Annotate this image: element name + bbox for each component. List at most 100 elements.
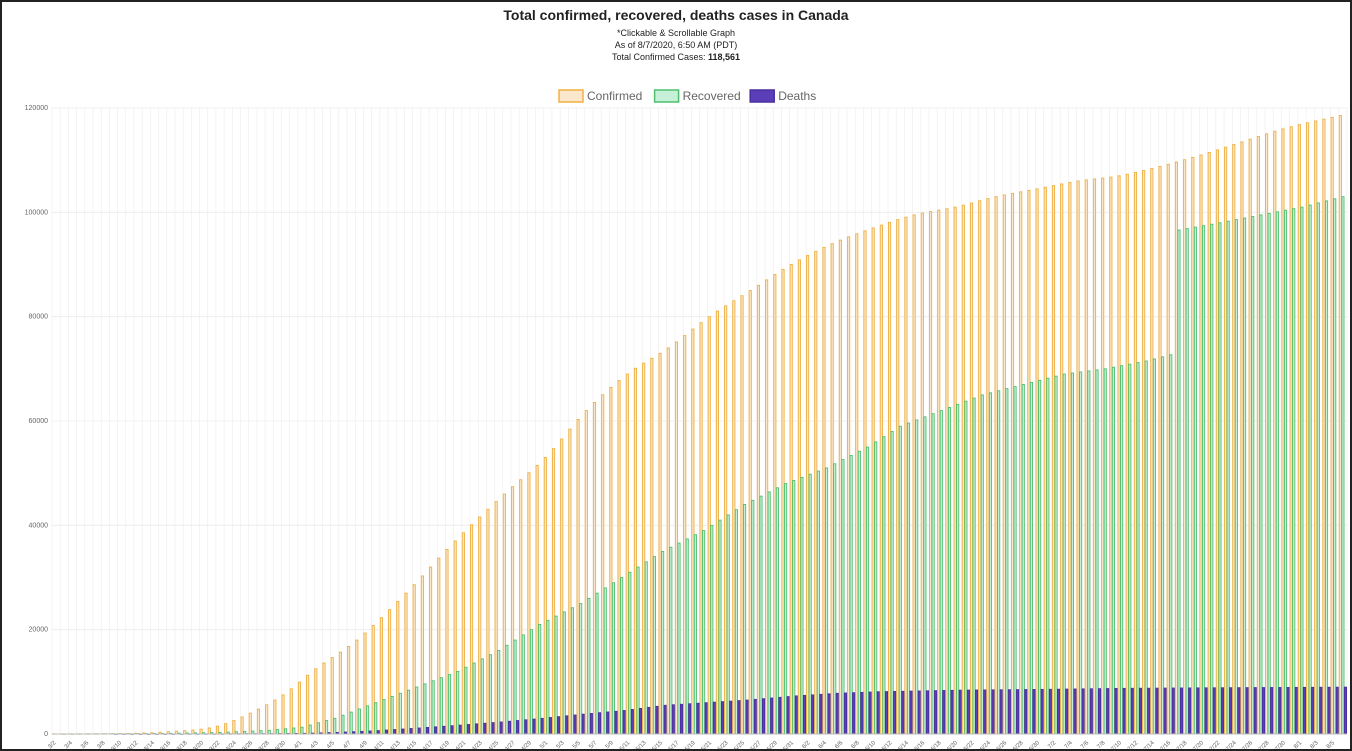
bar-confirmed[interactable] bbox=[666, 347, 670, 735]
bar-confirmed[interactable] bbox=[822, 246, 826, 735]
bar-recovered[interactable] bbox=[1177, 229, 1181, 735]
bar-recovered[interactable] bbox=[1251, 216, 1255, 735]
bar-confirmed[interactable] bbox=[855, 233, 859, 735]
bar-confirmed[interactable] bbox=[1002, 194, 1006, 735]
bar-confirmed[interactable] bbox=[683, 335, 687, 735]
bar-deaths[interactable] bbox=[507, 720, 511, 735]
bar-confirmed[interactable] bbox=[920, 212, 924, 735]
bar-deaths[interactable] bbox=[1171, 687, 1175, 735]
bar-deaths[interactable] bbox=[778, 696, 782, 735]
bar-confirmed[interactable] bbox=[1076, 180, 1080, 735]
bar-deaths[interactable] bbox=[688, 703, 692, 735]
bar-recovered[interactable] bbox=[390, 695, 394, 735]
bar-confirmed[interactable] bbox=[633, 367, 638, 735]
bar-recovered[interactable] bbox=[988, 392, 993, 735]
bar-confirmed[interactable] bbox=[830, 243, 834, 735]
bar-recovered[interactable] bbox=[1038, 379, 1042, 735]
bar-deaths[interactable] bbox=[1286, 687, 1290, 735]
bar-deaths[interactable] bbox=[434, 726, 438, 735]
bar-deaths[interactable] bbox=[524, 719, 528, 735]
bar-confirmed[interactable] bbox=[330, 657, 334, 735]
bar-confirmed[interactable] bbox=[248, 712, 252, 735]
bar-recovered[interactable] bbox=[513, 639, 517, 735]
bar-confirmed[interactable] bbox=[314, 668, 318, 735]
bar-recovered[interactable] bbox=[570, 607, 575, 735]
bar-confirmed[interactable] bbox=[904, 216, 908, 735]
bar-recovered[interactable] bbox=[857, 450, 861, 735]
bar-confirmed[interactable] bbox=[592, 401, 597, 735]
bar-confirmed[interactable] bbox=[1142, 170, 1146, 735]
bar-deaths[interactable] bbox=[1016, 689, 1020, 735]
bar-confirmed[interactable] bbox=[674, 341, 679, 735]
bar-recovered[interactable] bbox=[1333, 198, 1337, 735]
bar-deaths[interactable] bbox=[1089, 688, 1093, 735]
bar-confirmed[interactable] bbox=[429, 566, 433, 735]
bar-confirmed[interactable] bbox=[191, 729, 195, 735]
bar-confirmed[interactable] bbox=[240, 716, 244, 735]
bar-recovered[interactable] bbox=[726, 514, 730, 735]
bar-confirmed[interactable] bbox=[978, 200, 982, 735]
bar-deaths[interactable] bbox=[1204, 687, 1208, 735]
bar-confirmed[interactable] bbox=[388, 609, 392, 735]
bar-deaths[interactable] bbox=[1073, 688, 1077, 735]
bar-confirmed[interactable] bbox=[912, 214, 916, 735]
bar-confirmed[interactable] bbox=[494, 501, 498, 735]
bar-confirmed[interactable] bbox=[404, 592, 408, 735]
bar-confirmed[interactable] bbox=[1166, 163, 1170, 735]
bar-recovered[interactable] bbox=[767, 491, 771, 735]
bar-deaths[interactable] bbox=[737, 700, 741, 735]
bar-deaths[interactable] bbox=[966, 689, 970, 735]
bar-deaths[interactable] bbox=[425, 726, 430, 735]
bar-confirmed[interactable] bbox=[986, 198, 990, 735]
bar-recovered[interactable] bbox=[579, 603, 583, 735]
bar-deaths[interactable] bbox=[1114, 688, 1118, 735]
bar-confirmed[interactable] bbox=[265, 704, 269, 735]
bar-recovered[interactable] bbox=[644, 561, 648, 735]
bar-recovered[interactable] bbox=[1095, 369, 1099, 735]
bar-confirmed[interactable] bbox=[306, 674, 310, 735]
bar-recovered[interactable] bbox=[333, 717, 337, 735]
bar-recovered[interactable] bbox=[661, 550, 665, 735]
bar-deaths[interactable] bbox=[1212, 687, 1216, 735]
bar-deaths[interactable] bbox=[1311, 686, 1315, 735]
bar-recovered[interactable] bbox=[1013, 386, 1017, 735]
bar-recovered[interactable] bbox=[1103, 368, 1107, 735]
bar-recovered[interactable] bbox=[915, 419, 919, 735]
bar-deaths[interactable] bbox=[540, 717, 544, 735]
bar-confirmed[interactable] bbox=[510, 486, 515, 735]
bar-confirmed[interactable] bbox=[945, 208, 949, 735]
bar-confirmed[interactable] bbox=[625, 373, 629, 735]
bar-recovered[interactable] bbox=[480, 658, 484, 735]
bar-deaths[interactable] bbox=[827, 693, 831, 735]
bar-confirmed[interactable] bbox=[1232, 144, 1236, 735]
bar-deaths[interactable] bbox=[630, 709, 634, 735]
bar-confirmed[interactable] bbox=[560, 438, 564, 735]
bar-confirmed[interactable] bbox=[1101, 177, 1105, 735]
bar-deaths[interactable] bbox=[1065, 688, 1069, 735]
bar-deaths[interactable] bbox=[614, 710, 618, 735]
bar-deaths[interactable] bbox=[1343, 686, 1347, 735]
bar-recovered[interactable] bbox=[997, 390, 1001, 735]
bar-confirmed[interactable] bbox=[1109, 176, 1113, 735]
bar-confirmed[interactable] bbox=[363, 632, 367, 735]
bar-deaths[interactable] bbox=[1081, 688, 1085, 735]
bar-recovered[interactable] bbox=[743, 504, 747, 735]
bar-recovered[interactable] bbox=[956, 403, 960, 735]
bar-deaths[interactable] bbox=[483, 722, 487, 735]
bar-deaths[interactable] bbox=[1278, 687, 1282, 735]
bar-confirmed[interactable] bbox=[527, 472, 531, 735]
bar-confirmed[interactable] bbox=[297, 681, 301, 735]
bar-deaths[interactable] bbox=[384, 729, 389, 735]
bar-recovered[interactable] bbox=[972, 397, 976, 735]
bar-deaths[interactable] bbox=[1270, 687, 1274, 735]
bar-confirmed[interactable] bbox=[1338, 115, 1342, 735]
bar-recovered[interactable] bbox=[1120, 365, 1124, 735]
bar-recovered[interactable] bbox=[406, 689, 411, 735]
bar-confirmed[interactable] bbox=[224, 723, 228, 735]
bar-confirmed[interactable] bbox=[1281, 128, 1285, 735]
bar-deaths[interactable] bbox=[598, 712, 602, 735]
bar-deaths[interactable] bbox=[794, 695, 798, 735]
bar-confirmed[interactable] bbox=[1207, 151, 1211, 735]
bar-recovered[interactable] bbox=[980, 394, 984, 735]
bar-deaths[interactable] bbox=[819, 693, 823, 735]
